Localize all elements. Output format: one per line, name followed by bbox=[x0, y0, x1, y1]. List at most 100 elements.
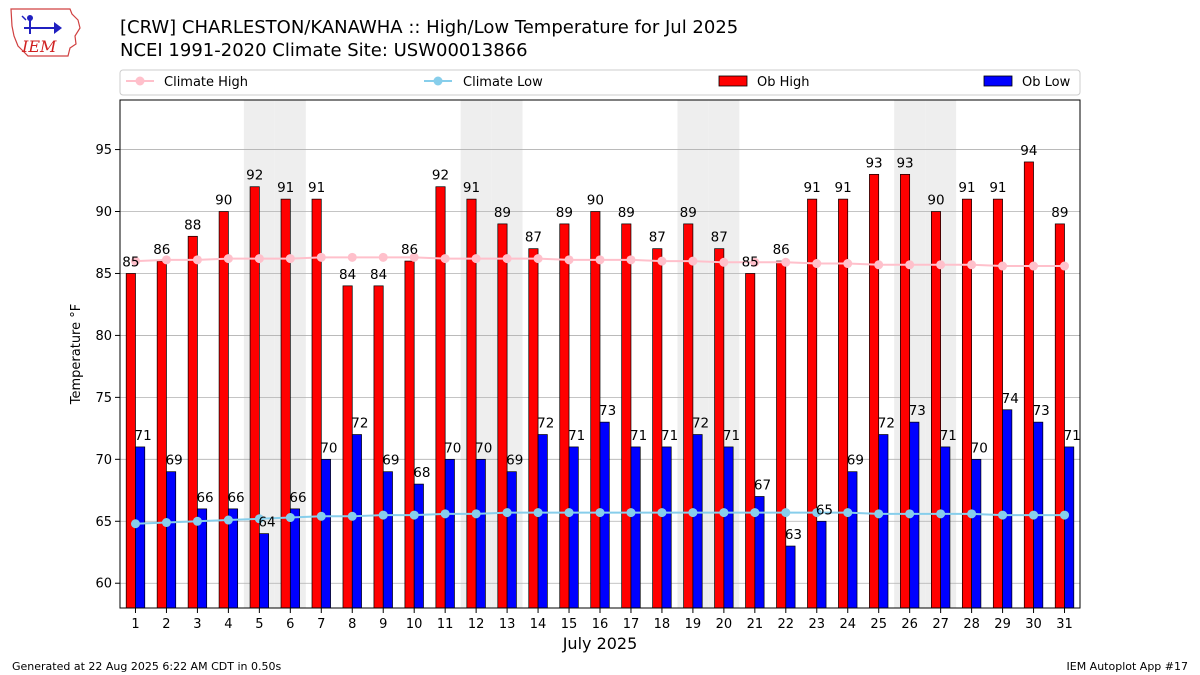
legend-ob-high-swatch bbox=[718, 75, 748, 87]
label-ob-low-day-12: 70 bbox=[475, 440, 492, 456]
label-ob-high-day-4: 90 bbox=[215, 193, 232, 209]
label-ob-low-day-3: 66 bbox=[196, 490, 213, 506]
legend-climate-high-marker bbox=[135, 76, 145, 86]
legend-climate-high: Climate High bbox=[126, 75, 248, 90]
label-ob-high-day-21: 85 bbox=[742, 254, 759, 270]
point-climate-high-day-10 bbox=[409, 252, 419, 262]
point-climate-high-day-13 bbox=[502, 254, 512, 264]
x-tick-label-24: 24 bbox=[839, 617, 856, 632]
bar-ob-high-day-15 bbox=[559, 223, 570, 609]
point-climate-high-day-19 bbox=[688, 256, 698, 266]
label-ob-low-day-25: 72 bbox=[878, 416, 895, 432]
point-climate-high-day-28 bbox=[967, 260, 977, 270]
point-climate-high-day-27 bbox=[936, 260, 946, 270]
label-ob-high-day-23: 91 bbox=[804, 180, 821, 196]
legend-frame bbox=[119, 69, 1081, 96]
point-climate-low-day-19 bbox=[688, 508, 698, 518]
legend-ob-low: Ob Low bbox=[983, 75, 1071, 90]
label-ob-low-day-21: 67 bbox=[754, 477, 771, 493]
x-tick-label-16: 16 bbox=[592, 617, 609, 632]
label-ob-high-day-14: 87 bbox=[525, 230, 542, 246]
point-climate-low-day-9 bbox=[378, 510, 388, 520]
bar-ob-low-day-5 bbox=[259, 533, 269, 609]
bar-ob-low-day-14 bbox=[537, 434, 548, 609]
label-ob-low-day-6: 66 bbox=[289, 490, 306, 506]
chart-title: [CRW] CHARLESTON/KANAWHA :: High/Low Tem… bbox=[120, 17, 739, 38]
label-ob-high-day-25: 93 bbox=[865, 155, 882, 171]
label-ob-high-day-17: 89 bbox=[618, 205, 635, 221]
point-climate-low-day-25 bbox=[874, 509, 884, 519]
legend-ob-low-swatch bbox=[983, 75, 1013, 87]
x-tick-label-8: 8 bbox=[348, 617, 356, 632]
bar-ob-high-day-25 bbox=[869, 173, 880, 609]
bar-ob-low-day-20 bbox=[723, 446, 734, 609]
bar-ob-high-day-13 bbox=[497, 223, 508, 609]
bar-ob-low-day-12 bbox=[475, 458, 486, 609]
point-climate-high-day-5 bbox=[254, 254, 264, 264]
x-tick-label-12: 12 bbox=[468, 617, 485, 632]
x-tick-label-11: 11 bbox=[437, 617, 454, 632]
label-ob-low-day-15: 71 bbox=[568, 428, 585, 444]
label-ob-high-day-31: 89 bbox=[1051, 205, 1068, 221]
point-climate-low-day-6 bbox=[285, 513, 295, 523]
label-ob-low-day-29: 74 bbox=[1002, 391, 1019, 407]
point-climate-low-day-26 bbox=[905, 509, 915, 519]
point-climate-low-day-2 bbox=[161, 518, 171, 528]
label-ob-low-day-24: 69 bbox=[847, 453, 864, 469]
y-tick-label-95: 95 bbox=[95, 143, 112, 158]
label-ob-high-day-20: 87 bbox=[711, 230, 728, 246]
point-climate-high-day-24 bbox=[843, 259, 853, 269]
label-ob-low-day-2: 69 bbox=[166, 453, 183, 469]
bar-ob-low-day-17 bbox=[630, 446, 641, 609]
point-climate-high-day-16 bbox=[595, 255, 605, 265]
label-ob-low-day-19: 72 bbox=[692, 416, 709, 432]
bar-ob-low-day-6 bbox=[289, 508, 300, 609]
label-ob-high-day-12: 91 bbox=[463, 180, 480, 196]
bar-ob-low-day-19 bbox=[692, 434, 703, 609]
point-climate-low-day-15 bbox=[564, 508, 574, 518]
point-climate-high-day-25 bbox=[874, 260, 884, 270]
bar-ob-low-day-9 bbox=[382, 471, 393, 609]
bar-ob-high-day-4 bbox=[218, 211, 229, 609]
x-tick-label-20: 20 bbox=[716, 617, 733, 632]
y-tick-label-90: 90 bbox=[95, 205, 112, 220]
legend-ob-high-label: Ob High bbox=[757, 75, 810, 90]
point-climate-low-day-1 bbox=[130, 519, 140, 529]
bar-ob-low-day-22 bbox=[785, 545, 796, 609]
x-tick-label-28: 28 bbox=[963, 617, 980, 632]
point-climate-low-day-12 bbox=[471, 509, 481, 519]
label-ob-high-day-5: 92 bbox=[246, 168, 263, 184]
label-ob-low-day-8: 72 bbox=[351, 416, 368, 432]
point-climate-high-day-15 bbox=[564, 255, 574, 265]
weather-station-icon bbox=[21, 15, 62, 34]
label-ob-high-day-29: 91 bbox=[989, 180, 1006, 196]
point-climate-low-day-3 bbox=[192, 516, 202, 526]
x-tick-label-14: 14 bbox=[530, 617, 547, 632]
bar-ob-high-day-21 bbox=[745, 273, 756, 609]
point-climate-high-day-18 bbox=[657, 256, 667, 266]
point-climate-low-day-14 bbox=[533, 508, 543, 518]
x-tick-label-21: 21 bbox=[747, 617, 764, 632]
x-tick-label-1: 1 bbox=[131, 617, 139, 632]
label-ob-high-day-10: 86 bbox=[401, 242, 418, 258]
point-climate-high-day-23 bbox=[812, 259, 822, 269]
x-tick-label-22: 22 bbox=[778, 617, 795, 632]
point-climate-high-day-30 bbox=[1029, 261, 1039, 271]
bar-ob-low-day-13 bbox=[506, 471, 517, 609]
x-tick-label-13: 13 bbox=[499, 617, 516, 632]
bar-ob-low-day-18 bbox=[661, 446, 672, 609]
y-axis-label: Temperature °F bbox=[69, 304, 84, 405]
bar-ob-high-day-17 bbox=[621, 223, 632, 609]
point-climate-low-day-30 bbox=[1029, 510, 1039, 520]
point-climate-high-day-4 bbox=[223, 254, 233, 264]
label-ob-low-day-13: 69 bbox=[506, 453, 523, 469]
bar-ob-high-day-26 bbox=[900, 173, 911, 609]
point-climate-low-day-27 bbox=[936, 509, 946, 519]
legend-climate-low-label: Climate Low bbox=[463, 75, 543, 90]
y-tick-label-65: 65 bbox=[95, 515, 112, 530]
label-ob-high-day-18: 87 bbox=[649, 230, 666, 246]
point-climate-low-day-4 bbox=[223, 515, 233, 525]
label-ob-high-day-28: 91 bbox=[958, 180, 975, 196]
point-climate-low-day-8 bbox=[347, 511, 357, 521]
